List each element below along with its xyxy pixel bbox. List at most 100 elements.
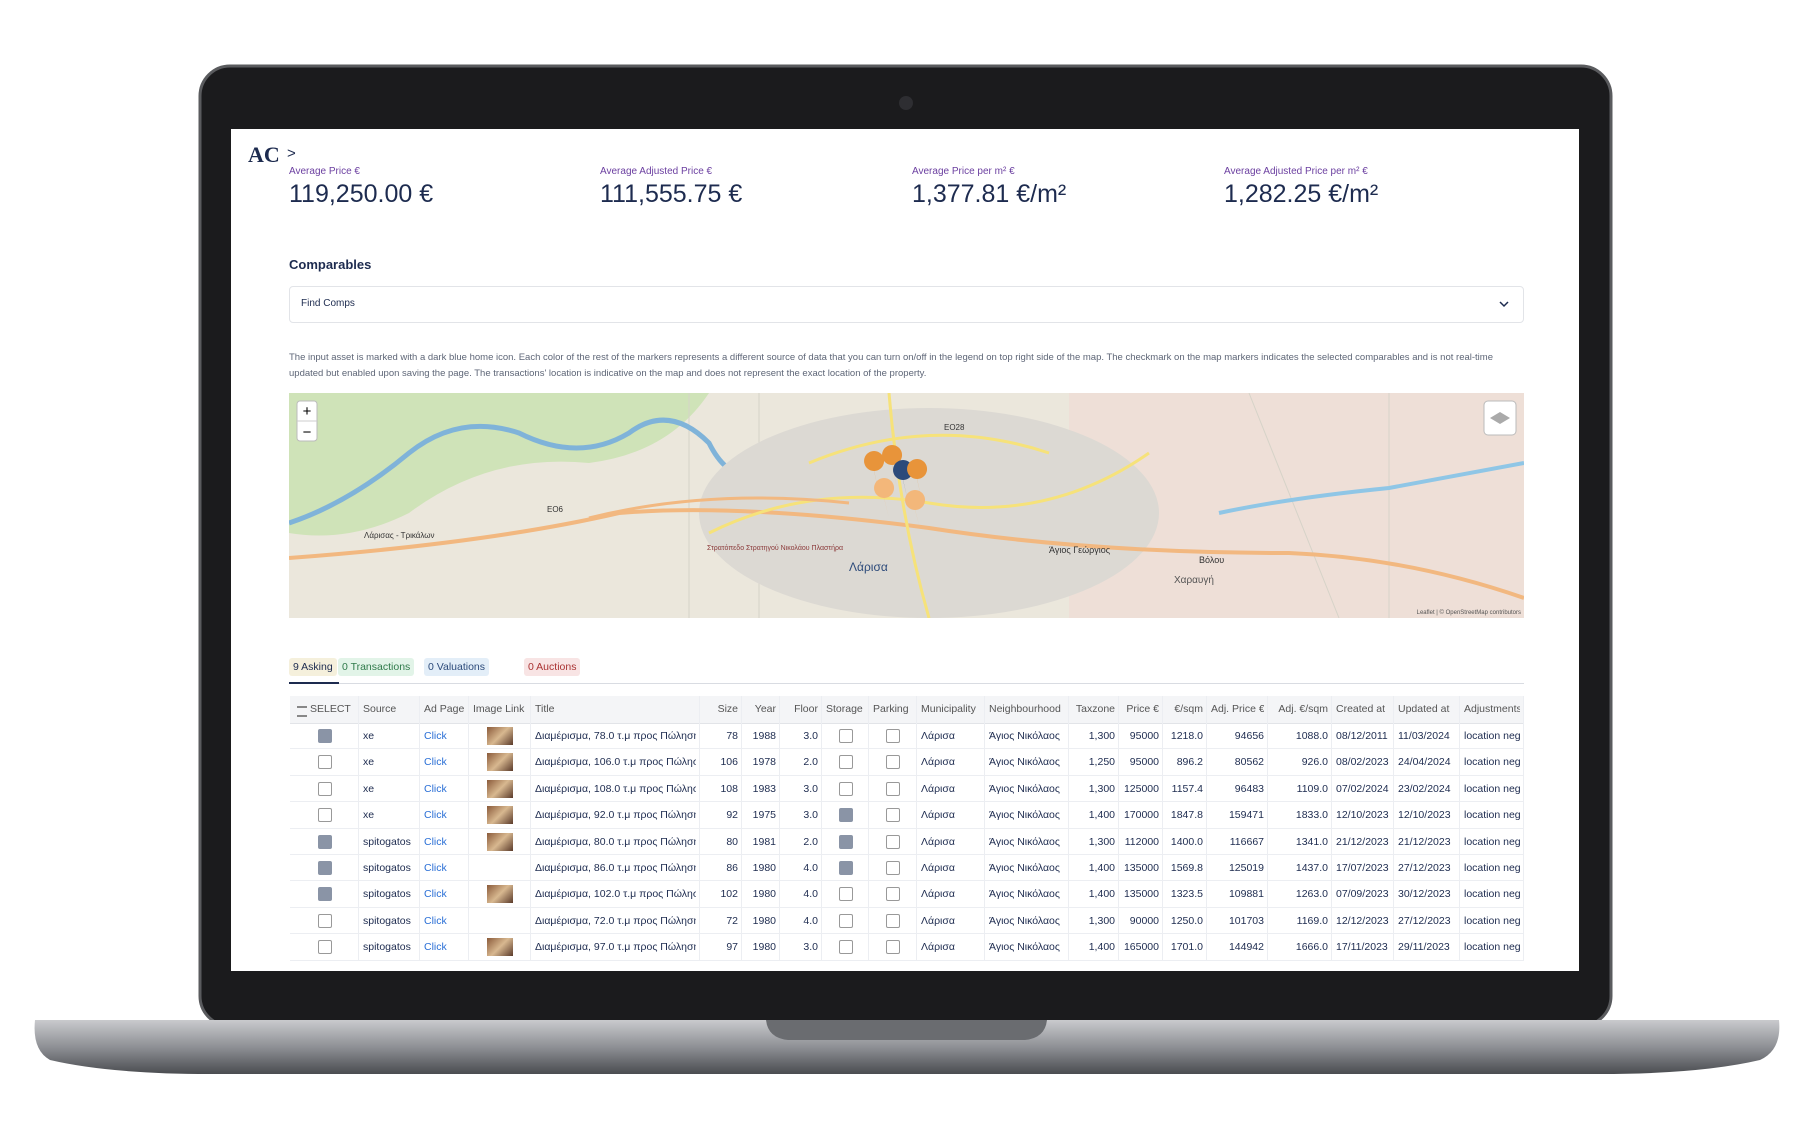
column-header[interactable]: Adjustments	[1464, 696, 1520, 722]
thumbnail[interactable]	[487, 779, 513, 798]
checkbox[interactable]	[317, 940, 332, 955]
checkbox[interactable]	[317, 913, 332, 928]
column-header[interactable]: SELECT	[310, 696, 371, 722]
checkbox[interactable]	[838, 729, 853, 743]
column-header[interactable]: Image Link	[473, 696, 527, 722]
checkbox[interactable]	[838, 808, 853, 823]
row-divider	[290, 774, 1524, 776]
ad-link[interactable]: Click	[424, 914, 447, 927]
table-cell: 170000	[1123, 809, 1159, 822]
table-cell: 1980	[752, 862, 776, 874]
zoom-out[interactable]: −	[303, 424, 312, 441]
checkbox[interactable]	[838, 781, 853, 796]
column-header[interactable]: Municipality	[921, 696, 981, 722]
checkbox[interactable]	[317, 808, 332, 823]
map[interactable]: + − Λάρισα Χαραυγή EO6 EO28 Λάρισας - Τρικάλ…	[289, 393, 1524, 618]
thumbnail[interactable]	[487, 806, 513, 825]
table-cell: 23/02/2024	[1398, 782, 1451, 795]
ad-link[interactable]: Click	[424, 782, 447, 795]
table-cell: Διαμέρισμα, 102.0 τ.μ προς Πώληση	[535, 888, 696, 901]
column-header[interactable]: Size	[704, 696, 738, 722]
table-cell: 1,400	[1088, 888, 1115, 901]
table-cell: 1,250	[1088, 756, 1115, 769]
table-cell: xe	[363, 730, 375, 742]
column-header[interactable]: Adj. €/sqm	[1272, 696, 1328, 722]
column-header[interactable]: Updated at	[1398, 696, 1456, 722]
checkbox[interactable]	[317, 755, 332, 770]
checkbox[interactable]	[886, 729, 900, 743]
stat-label: Average Adjusted Price €	[600, 166, 713, 177]
checkbox[interactable]	[317, 834, 332, 849]
column-header[interactable]: Adj. Price €	[1211, 696, 1264, 722]
checkbox[interactable]	[886, 940, 900, 955]
ad-link[interactable]: Click	[424, 941, 447, 954]
checkbox[interactable]	[838, 834, 853, 849]
checkbox[interactable]	[886, 781, 900, 796]
thumbnail[interactable]	[487, 727, 513, 745]
table-cell: 1847.8	[1170, 809, 1203, 822]
column-header[interactable]: Created at	[1336, 696, 1390, 722]
ad-link[interactable]: Click	[424, 862, 447, 874]
checkbox[interactable]	[838, 755, 853, 770]
checkbox[interactable]	[886, 913, 900, 928]
checkbox[interactable]	[317, 729, 332, 743]
checkbox[interactable]	[886, 808, 900, 823]
thumbnail[interactable]	[487, 938, 513, 957]
table-cell: Άγιος Νικόλαος	[989, 914, 1060, 927]
thumbnail[interactable]	[487, 753, 513, 772]
tab[interactable]: 0 Valuations	[424, 658, 490, 676]
tab[interactable]: 0 Auctions	[524, 658, 581, 676]
dropdown-label: Find Comps	[301, 298, 355, 309]
column-header[interactable]: Taxzone	[1073, 696, 1115, 722]
ad-link[interactable]: Click	[424, 809, 447, 822]
table-cell: 07/02/2024	[1336, 782, 1389, 795]
zoom-in[interactable]: +	[303, 403, 312, 420]
ad-link[interactable]: Click	[424, 756, 447, 769]
table-cell: 3.0	[803, 782, 818, 795]
table-cell: Λάρισα	[921, 941, 955, 954]
column-header[interactable]: Title	[535, 696, 696, 722]
column-header[interactable]: €/sqm	[1167, 696, 1203, 722]
column-header[interactable]: Parking	[873, 696, 913, 722]
ad-link[interactable]: Click	[424, 730, 447, 742]
checkbox[interactable]	[886, 834, 900, 849]
checkbox[interactable]	[838, 861, 853, 875]
thumbnail[interactable]	[487, 832, 513, 851]
table-cell: 1157.4	[1171, 782, 1203, 795]
tab[interactable]: 9 Asking	[289, 658, 337, 676]
checkbox[interactable]	[317, 781, 332, 796]
table-cell: 72	[726, 914, 738, 927]
map-label: Λάρισα	[849, 560, 888, 574]
checkbox[interactable]	[317, 887, 332, 902]
tab[interactable]: 0 Transactions	[338, 658, 415, 676]
table-cell: 1,400	[1088, 941, 1115, 954]
column-header[interactable]: Floor	[784, 696, 818, 722]
column-header[interactable]: Year	[746, 696, 776, 722]
checkbox[interactable]	[886, 887, 900, 902]
zoom-control[interactable]: + −	[296, 400, 318, 442]
checkbox[interactable]	[886, 755, 900, 770]
ad-link[interactable]: Click	[424, 835, 447, 848]
checkbox[interactable]	[838, 887, 853, 902]
markers[interactable]	[864, 445, 928, 528]
checkbox[interactable]	[838, 940, 853, 955]
column-header[interactable]: Neighbourhood	[989, 696, 1065, 722]
checkbox[interactable]	[838, 913, 853, 928]
map-label: Στρατόπεδο Στρατηγού Νικολάου Πλαστήρα	[707, 544, 843, 552]
thumbnail[interactable]	[487, 885, 513, 904]
table-cell: 1,400	[1088, 809, 1115, 822]
column-header[interactable]: Storage	[826, 696, 865, 722]
table-cell: spitogatos	[363, 888, 411, 901]
ad-link[interactable]: Click	[424, 888, 447, 901]
table-cell: 78	[726, 730, 738, 742]
column-header[interactable]: Source	[363, 696, 416, 722]
dropdown[interactable]: Find Comps	[289, 286, 1524, 323]
column-header[interactable]: Price €	[1123, 696, 1159, 722]
table-cell: 80562	[1234, 756, 1264, 769]
breadcrumb[interactable]: >	[287, 145, 296, 162]
column-header[interactable]: Ad Page	[424, 696, 465, 722]
table-cell: Λάρισα	[921, 809, 955, 822]
checkbox[interactable]	[886, 861, 900, 875]
checkbox[interactable]	[317, 861, 332, 875]
table-cell: 159471	[1228, 809, 1264, 822]
